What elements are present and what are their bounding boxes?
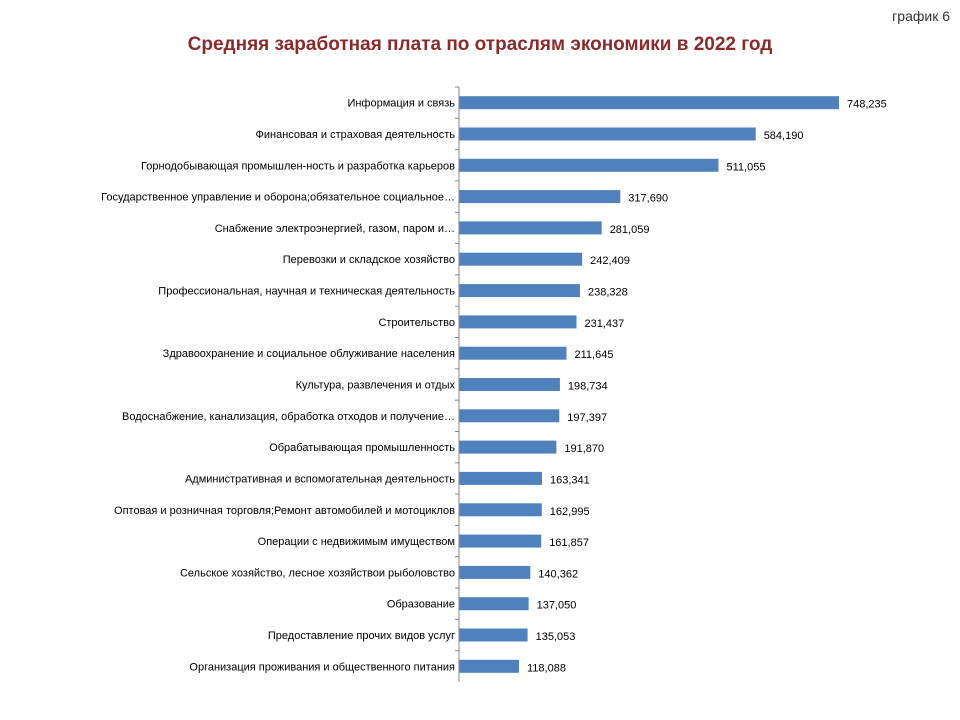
bar	[459, 659, 519, 673]
category-label: Образование	[387, 599, 455, 611]
bar	[459, 471, 542, 485]
value-label: 238,328	[588, 287, 628, 299]
bar	[459, 534, 542, 548]
value-label: 163,341	[550, 474, 590, 486]
category-label: Информация и связь	[347, 98, 455, 110]
category-label: Сельское хозяйство, лесное хозяйствои ры…	[180, 567, 455, 579]
bar	[459, 315, 577, 329]
category-label: Финансовая и страховая деятельность	[256, 129, 456, 141]
bar	[459, 565, 531, 579]
chart-number-label: график 6	[892, 8, 950, 24]
value-label: 162,995	[550, 506, 590, 518]
value-label: 231,437	[585, 318, 625, 330]
value-label: 137,050	[537, 600, 577, 612]
category-label: Перевозки и складское хозяйство	[283, 254, 455, 266]
bar	[459, 96, 839, 110]
bar	[459, 378, 560, 391]
value-label: 198,734	[568, 381, 608, 393]
bar	[459, 409, 560, 423]
category-label: Водоснабжение, канализация, обработка от…	[122, 411, 455, 423]
bar	[459, 284, 580, 298]
value-label: 161,857	[549, 537, 589, 549]
bar	[459, 346, 567, 360]
category-label: Здравоохранение и социальное облуживание…	[163, 348, 455, 360]
chart-title: Средняя заработная плата по отраслям эко…	[187, 34, 773, 55]
bar	[459, 127, 756, 141]
bar	[459, 221, 602, 235]
bar	[459, 503, 542, 517]
bar	[459, 190, 621, 204]
value-label: 118,088	[527, 662, 566, 674]
category-label: Оптовая и розничная торговля;Ремонт авто…	[114, 505, 455, 517]
value-label: 140,362	[538, 568, 578, 580]
category-label: Предоставление прочих видов услуг	[268, 630, 455, 642]
bar	[459, 158, 719, 172]
category-label: Обрабатывающая промышленность	[269, 442, 455, 454]
category-label: Государственное управление и оборона;обя…	[101, 192, 455, 204]
value-label: 191,870	[564, 443, 604, 455]
value-label: 584,190	[764, 130, 804, 142]
bar	[459, 252, 583, 266]
category-label: Культура, развлечения и отдых	[296, 380, 456, 392]
value-label: 511,055	[727, 161, 766, 173]
value-label: 135,053	[536, 631, 576, 643]
value-label: 211,645	[575, 349, 614, 361]
category-label: Профессиональная, научная и техническая …	[158, 286, 455, 298]
category-label: Строительство	[378, 317, 455, 329]
value-label: 242,409	[590, 255, 630, 267]
bar	[459, 597, 529, 611]
value-label: 281,059	[610, 224, 650, 236]
bar	[459, 440, 557, 454]
category-label: Горнодобывающая промышлен-ность и разраб…	[141, 160, 455, 172]
value-label: 197,397	[567, 412, 607, 424]
bar	[459, 628, 528, 642]
category-label: Операции с недвижимым имуществом	[258, 536, 455, 548]
category-label: Организация проживания и общественного п…	[189, 661, 455, 673]
category-label: Административная и вспомогательная деяте…	[185, 473, 455, 485]
category-label: Снабжение электроэнергией, газом, паром …	[215, 223, 455, 235]
value-label: 748,235	[847, 99, 887, 111]
value-label: 317,690	[628, 193, 668, 205]
